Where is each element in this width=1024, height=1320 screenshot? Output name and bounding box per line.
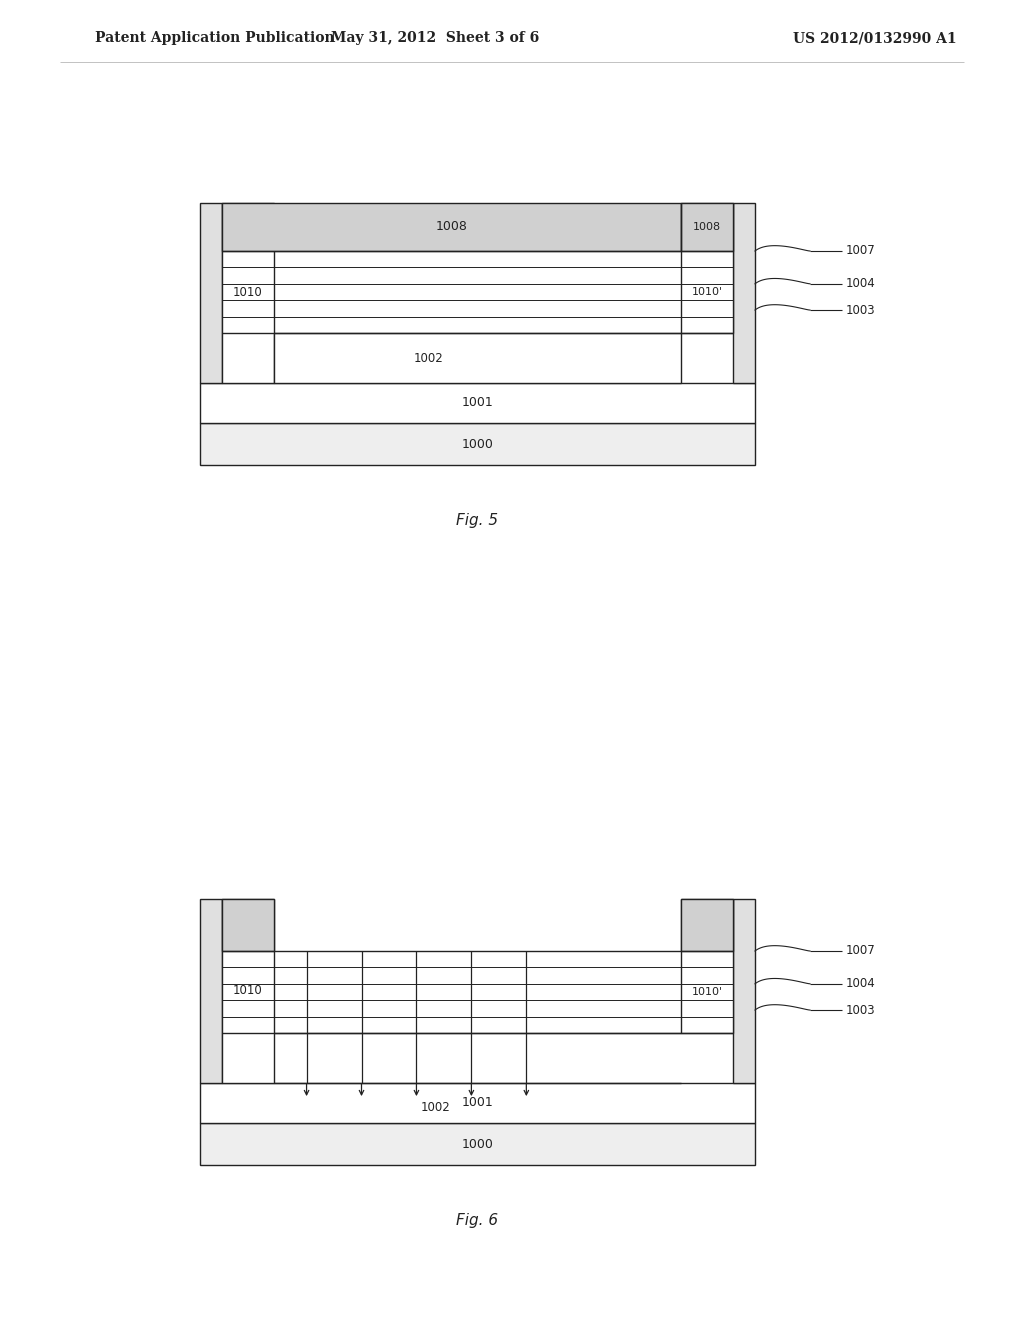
Bar: [200, 899, 222, 1082]
Text: 1007: 1007: [846, 244, 876, 257]
Text: 1000: 1000: [462, 437, 494, 450]
Text: 1004: 1004: [846, 977, 876, 990]
Text: US 2012/0132990 A1: US 2012/0132990 A1: [794, 30, 956, 45]
Bar: [222, 203, 681, 251]
Bar: [200, 422, 755, 465]
Text: Fig. 5: Fig. 5: [457, 512, 499, 528]
Text: 1010: 1010: [233, 286, 263, 300]
Bar: [681, 203, 733, 333]
Bar: [222, 203, 274, 383]
Text: 1000: 1000: [462, 1138, 494, 1151]
Text: May 31, 2012  Sheet 3 of 6: May 31, 2012 Sheet 3 of 6: [331, 30, 539, 45]
Bar: [733, 203, 755, 383]
Bar: [681, 899, 733, 1034]
Text: 1002: 1002: [421, 1101, 451, 1114]
Bar: [681, 203, 733, 251]
Bar: [681, 899, 733, 950]
Text: 1008: 1008: [693, 222, 721, 232]
Bar: [200, 1123, 755, 1166]
Text: 1007: 1007: [846, 945, 876, 957]
Bar: [200, 383, 755, 422]
Text: Patent Application Publication: Patent Application Publication: [95, 30, 335, 45]
Text: 1004: 1004: [846, 277, 876, 290]
Text: 1008: 1008: [435, 220, 467, 234]
Bar: [222, 899, 274, 1082]
Text: 1003: 1003: [846, 304, 876, 317]
Text: 1001: 1001: [462, 1097, 494, 1110]
Bar: [200, 203, 222, 383]
Text: 1003: 1003: [846, 1003, 876, 1016]
Text: 1002: 1002: [414, 351, 443, 364]
Text: 1010': 1010': [691, 987, 723, 997]
Text: 1001: 1001: [462, 396, 494, 409]
Bar: [222, 899, 274, 950]
Bar: [200, 1082, 755, 1123]
Bar: [274, 333, 681, 383]
Text: Fig. 6: Fig. 6: [457, 1213, 499, 1228]
Text: 1010': 1010': [691, 286, 723, 297]
Bar: [733, 899, 755, 1082]
Text: 1010: 1010: [233, 985, 263, 998]
